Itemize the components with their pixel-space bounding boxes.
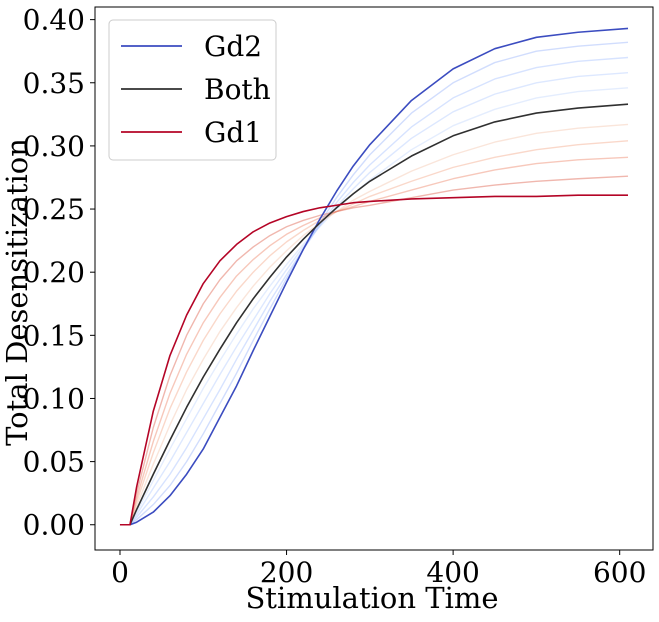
y-axis-ticks: 0.00 0.05 0.10 0.15 0.20 0.25 0.30 0.35 0.40	[23, 4, 95, 542]
y-tick-label: 0.10	[23, 382, 85, 415]
series-line-gd1	[119, 194, 629, 526]
y-axis-title: Total Desensitization	[0, 138, 34, 446]
series-line-both	[119, 103, 629, 526]
y-tick-label: 0.20	[23, 256, 85, 289]
x-tick-label: 200	[260, 556, 313, 589]
y-tick-label: 0.15	[23, 319, 85, 352]
x-tick-label: 600	[593, 556, 646, 589]
x-axis-title: Stimulation Time	[245, 581, 498, 615]
plot-frame	[94, 6, 654, 551]
series-line-gd2	[119, 27, 629, 526]
legend: Gd2 Both Gd1	[108, 19, 277, 161]
legend-label-gd1: Gd1	[204, 116, 262, 149]
x-tick-label: 400	[426, 556, 479, 589]
series-line-intermediate-9	[119, 175, 629, 526]
series-line-intermediate-6	[119, 123, 629, 526]
series-line-intermediate-8	[119, 156, 629, 526]
series-line-intermediate-7	[119, 140, 629, 526]
y-tick-label: 0.05	[23, 446, 85, 479]
series-lines	[119, 27, 629, 526]
series-line-intermediate-4	[119, 87, 629, 526]
x-tick-label: 0	[111, 556, 129, 589]
y-tick-label: 0.25	[23, 193, 85, 226]
y-tick-label: 0.00	[23, 509, 85, 542]
y-tick-label: 0.30	[23, 130, 85, 163]
legend-label-both: Both	[204, 73, 271, 106]
legend-box	[108, 19, 277, 161]
series-line-intermediate-1	[119, 41, 629, 526]
series-line-intermediate-3	[119, 71, 629, 526]
y-tick-label: 0.35	[23, 67, 85, 100]
x-axis-ticks: 0 200 400 600	[111, 550, 646, 589]
y-tick-label: 0.40	[23, 4, 85, 37]
series-line-intermediate-2	[119, 56, 629, 526]
legend-label-gd2: Gd2	[204, 30, 262, 63]
